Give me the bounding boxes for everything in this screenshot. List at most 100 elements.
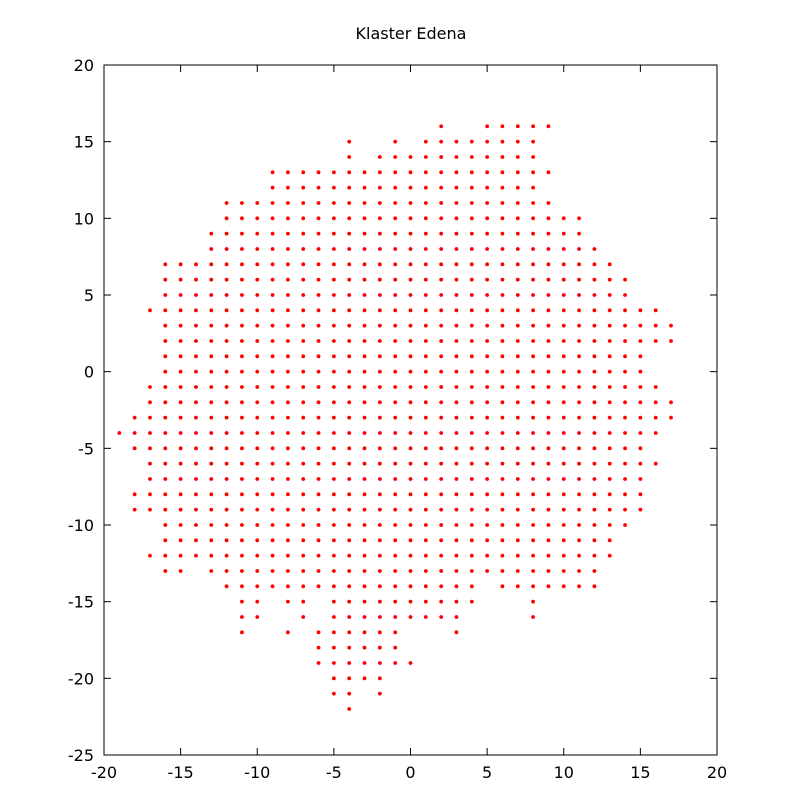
scatter-point — [224, 308, 229, 313]
scatter-point — [531, 538, 535, 543]
scatter-point — [423, 170, 428, 175]
scatter-point — [500, 461, 505, 466]
scatter-point — [638, 385, 643, 389]
scatter-point — [439, 569, 444, 573]
scatter-point — [301, 201, 306, 205]
scatter-point — [377, 507, 382, 512]
scatter-point — [623, 415, 627, 420]
scatter-point — [408, 569, 413, 573]
scatter-point — [316, 323, 321, 328]
scatter-point — [194, 385, 198, 389]
scatter-point — [408, 369, 413, 374]
scatter-point — [439, 139, 444, 144]
scatter-point — [377, 415, 382, 420]
scatter-point — [623, 277, 627, 282]
scatter-point — [423, 461, 428, 466]
scatter-point — [469, 293, 474, 297]
scatter-point — [500, 185, 505, 190]
scatter-point — [224, 323, 229, 328]
scatter-point — [240, 415, 244, 420]
scatter-point — [623, 523, 627, 527]
scatter-point — [377, 431, 382, 435]
scatter-point — [500, 507, 505, 512]
scatter-point — [607, 293, 612, 297]
scatter-point — [301, 354, 306, 359]
scatter-point — [362, 645, 367, 650]
scatter-point — [347, 599, 352, 604]
scatter-point — [270, 369, 275, 374]
scatter-point — [607, 400, 612, 405]
scatter-point — [485, 308, 490, 313]
scatter-point — [331, 369, 336, 374]
scatter-point — [531, 124, 535, 129]
scatter-point — [577, 308, 581, 313]
y-tick-label: 15 — [74, 133, 94, 152]
scatter-point — [316, 170, 321, 175]
scatter-point — [592, 247, 597, 251]
scatter-point — [393, 216, 398, 221]
scatter-point — [362, 599, 367, 604]
scatter-point — [255, 354, 260, 359]
scatter-point — [393, 231, 398, 236]
scatter-point — [439, 262, 444, 267]
scatter-point — [377, 247, 382, 251]
scatter-point — [270, 293, 275, 297]
scatter-point — [500, 277, 505, 282]
scatter-point — [255, 369, 260, 374]
scatter-point — [194, 461, 198, 466]
scatter-point — [316, 369, 321, 374]
scatter-point — [546, 523, 551, 527]
scatter-point — [178, 369, 183, 374]
scatter-point — [638, 477, 643, 481]
scatter-point — [255, 247, 260, 251]
scatter-point — [408, 538, 413, 543]
scatter-point — [454, 293, 459, 297]
scatter-point — [209, 431, 214, 435]
x-tick-label: 15 — [630, 763, 650, 782]
scatter-point — [362, 293, 367, 297]
scatter-point — [163, 354, 168, 359]
scatter-point — [194, 523, 198, 527]
scatter-point — [607, 385, 612, 389]
scatter-point — [270, 492, 275, 497]
scatter-point — [515, 431, 520, 435]
scatter-point — [485, 155, 490, 159]
y-tick-label: 10 — [74, 209, 94, 228]
scatter-point — [546, 431, 551, 435]
scatter-point — [163, 553, 168, 558]
scatter-point — [301, 339, 306, 343]
scatter-point — [408, 661, 413, 665]
scatter-point — [316, 185, 321, 190]
scatter-point — [163, 277, 168, 282]
scatter-point — [531, 507, 535, 512]
scatter-point — [362, 538, 367, 543]
scatter-point — [577, 492, 581, 497]
scatter-point — [377, 308, 382, 313]
scatter-point — [209, 277, 214, 282]
scatter-point — [331, 216, 336, 221]
scatter-point — [469, 385, 474, 389]
scatter-point — [592, 308, 597, 313]
scatter-point — [362, 415, 367, 420]
chart-title: Klaster Edena — [356, 24, 467, 43]
scatter-point — [362, 569, 367, 573]
scatter-point — [500, 170, 505, 175]
scatter-point — [423, 584, 428, 589]
scatter-point — [347, 691, 352, 696]
scatter-point — [194, 400, 198, 405]
scatter-point — [531, 431, 535, 435]
scatter-point — [454, 339, 459, 343]
scatter-point — [240, 216, 244, 221]
scatter-point — [515, 446, 520, 451]
scatter-point — [607, 354, 612, 359]
scatter-point — [224, 461, 229, 466]
scatter-point — [423, 354, 428, 359]
scatter-point — [178, 277, 183, 282]
scatter-point — [240, 308, 244, 313]
scatter-point — [500, 492, 505, 497]
scatter-point — [577, 339, 581, 343]
scatter-point — [500, 155, 505, 159]
scatter-point — [148, 385, 152, 389]
scatter-point — [469, 446, 474, 451]
scatter-point — [531, 170, 535, 175]
